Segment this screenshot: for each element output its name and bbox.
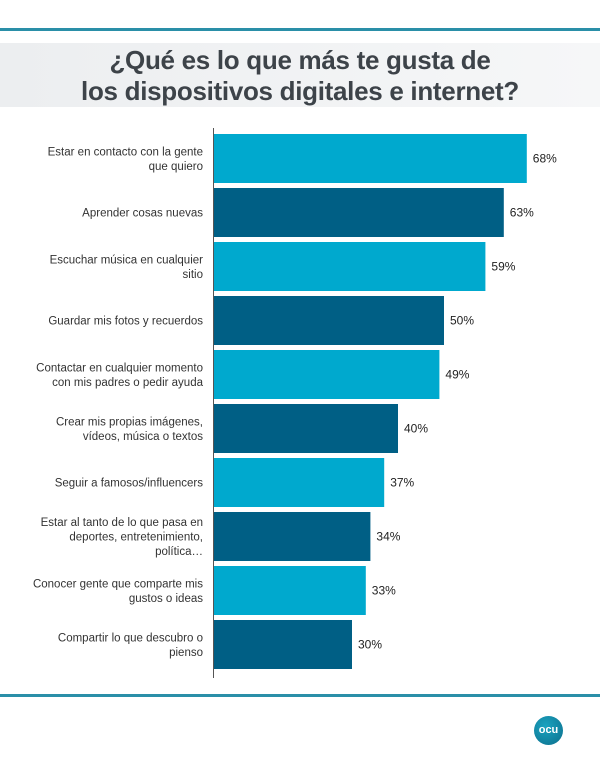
category-label: Seguir a famosos/influencers	[55, 478, 204, 490]
category-label: Aprender cosas nuevas	[82, 208, 203, 220]
bar	[214, 404, 398, 453]
category-label: Crear mis propias imágenes, vídeos, músic…	[56, 416, 203, 443]
bar	[214, 620, 352, 669]
bar	[214, 350, 440, 399]
category-label: Compartir lo que descubro o pienso	[58, 632, 203, 659]
title-line-1: ¿Qué es lo que más te gusta de	[109, 45, 491, 75]
category-label: Conocer gente que comparte mis gustos o i…	[33, 578, 203, 605]
title-line-2: los dispositivos digitales e internet?	[81, 76, 519, 106]
category-label: Estar al tanto de lo que pasa en deportes…	[41, 517, 203, 558]
data-label: 33%	[372, 584, 396, 598]
data-label: 30%	[358, 638, 382, 652]
data-label: 40%	[404, 422, 428, 436]
ocu-logo: ocu	[534, 716, 563, 745]
category-label: Escuchar música en cualquier sitio	[50, 254, 204, 281]
bar	[214, 512, 371, 561]
data-label: 34%	[376, 530, 400, 544]
data-label: 59%	[491, 260, 515, 274]
bar	[214, 188, 504, 237]
data-label: 63%	[510, 206, 534, 220]
category-label: Estar en contacto con la gente que quiero	[48, 146, 203, 173]
chart-title: ¿Qué es lo que más te gusta de los dispo…	[0, 43, 600, 107]
bar	[214, 566, 366, 615]
category-label: Guardar mis fotos y recuerdos	[48, 316, 203, 328]
data-label: 37%	[390, 476, 414, 490]
bar	[214, 458, 385, 507]
bar	[214, 242, 486, 291]
data-label: 50%	[450, 314, 474, 328]
data-label: 49%	[445, 368, 469, 382]
category-label: Contactar en cualquier momento con mis pa…	[36, 362, 203, 389]
bar	[214, 134, 527, 183]
data-label: 68%	[533, 152, 557, 166]
bottom-rule	[0, 694, 600, 697]
bar	[214, 296, 444, 345]
top-rule	[0, 28, 600, 31]
